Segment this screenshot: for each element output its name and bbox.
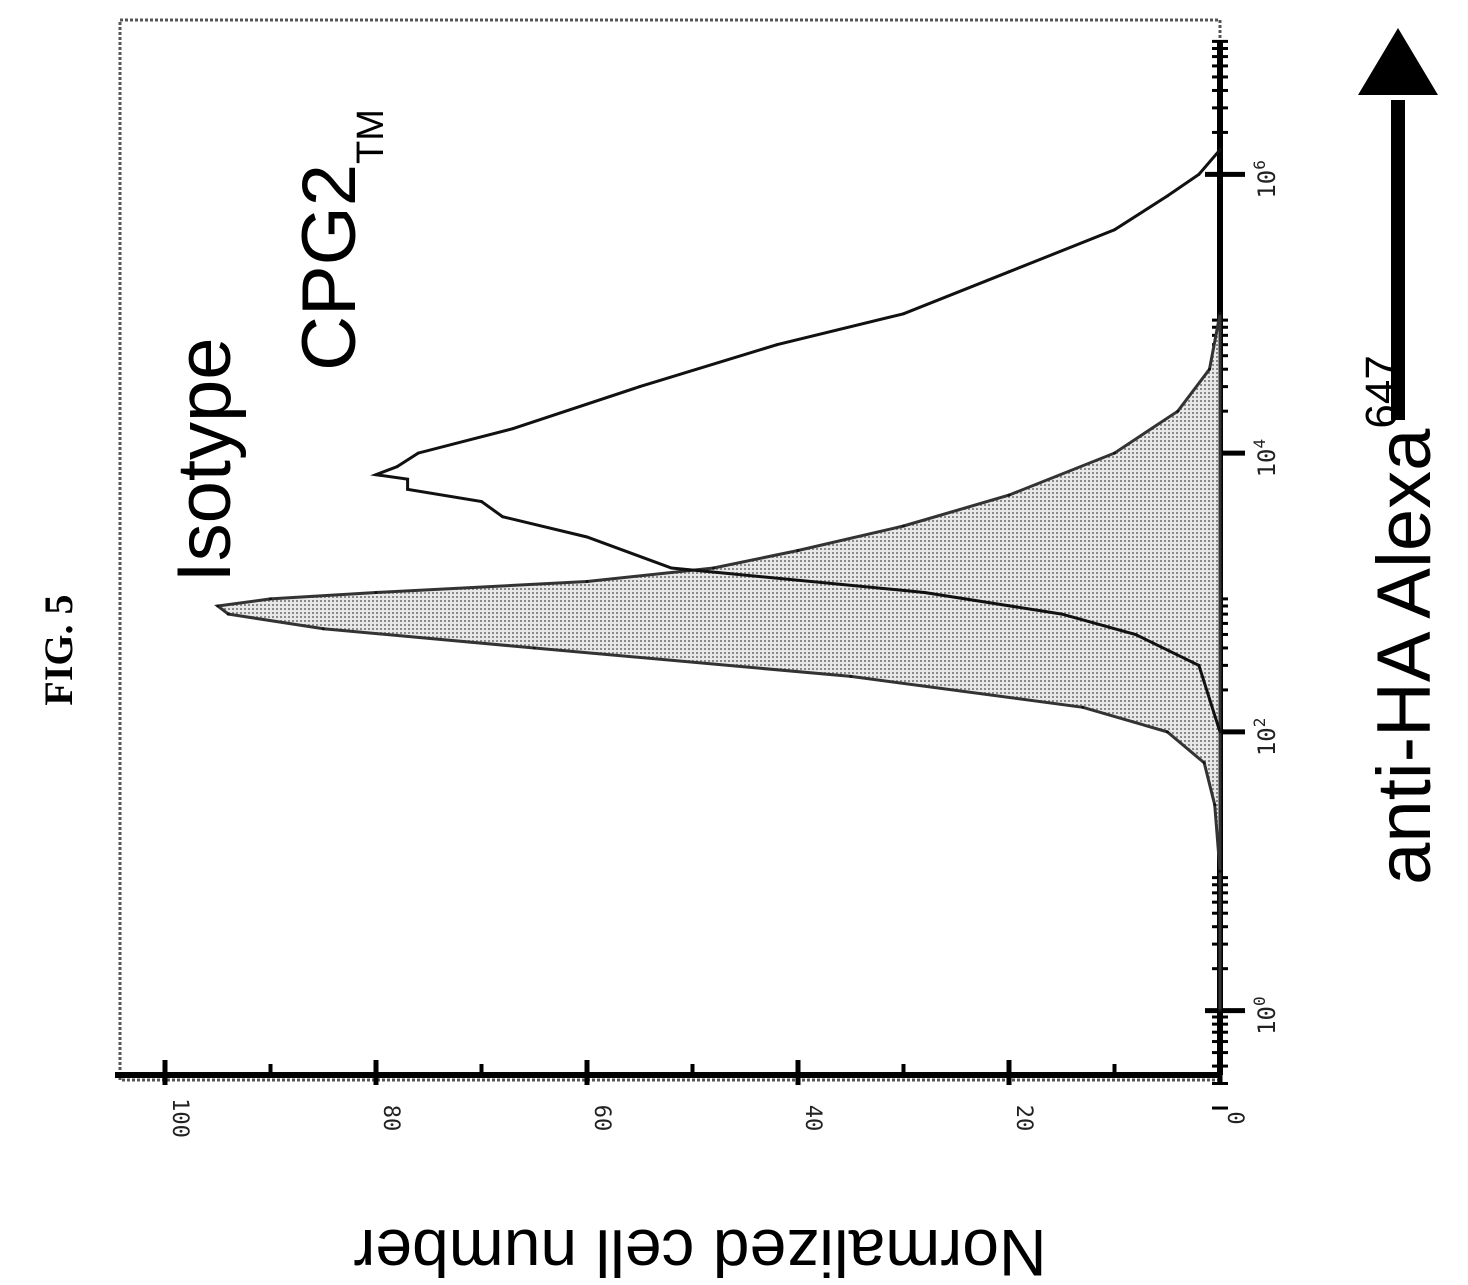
series-cpg2-point (480, 500, 483, 503)
series-cpg2-point (374, 473, 378, 477)
series-cpg2-point (775, 343, 779, 347)
series-cpg2-point (902, 312, 905, 316)
y-tick-label: 100 (167, 1098, 192, 1138)
series-cpg2-point (669, 566, 673, 570)
y-tick-label: 20 (1011, 1105, 1036, 1132)
series-isotype-point (226, 612, 230, 616)
series-cpg2-point (1197, 663, 1201, 667)
series-label-cpg2-main: CPG2 (287, 164, 372, 371)
series-cpg2-point (1218, 148, 1222, 152)
series-cpg2-point (406, 487, 410, 491)
series-cpg2-point (416, 451, 420, 455)
series-isotype-point (1213, 803, 1217, 807)
series-cpg2-point (1060, 612, 1064, 616)
series-isotype-point (1007, 493, 1011, 497)
y-axis-title: Normalized cell number (353, 1216, 1046, 1285)
series-cpg2-point (638, 385, 642, 389)
y-tick-label: 80 (378, 1105, 403, 1132)
figure-label: FIG. 5 (36, 594, 81, 705)
series-isotype-area (214, 313, 1222, 1011)
series-isotype-point (1218, 1009, 1222, 1013)
series-isotype-point (374, 591, 378, 594)
series-cpg2-point (1134, 633, 1138, 636)
y-tick-label: 60 (589, 1105, 614, 1132)
series-isotype-point (1208, 367, 1211, 371)
svg-text:anti-HA Alexa647: anti-HA Alexa647 (1357, 355, 1447, 885)
series-isotype-point (902, 524, 905, 528)
series-cpg2-point (1113, 228, 1116, 232)
series-cpg2-point (1007, 270, 1011, 274)
series-isotype-point (1113, 451, 1116, 455)
series-isotype-point (1218, 312, 1222, 316)
series-label-cpg2-subscript: TM (350, 109, 392, 164)
series-label-cpg2: CPG2TM (287, 109, 392, 371)
x-tick-label: 106 (1250, 160, 1281, 199)
series-isotype-point (712, 566, 716, 570)
x-axis-title-main: anti-HA Alexa (1362, 428, 1447, 885)
series-isotype-point (1176, 409, 1180, 413)
series-cpg2-point (1165, 194, 1169, 198)
ticks-layer: 0 20 40 60 80 100 100 102 104 106 (162, 39, 1281, 1138)
series-cpg2-point (585, 535, 589, 539)
series-cpg2-point (406, 477, 410, 481)
series-isotype-point (1165, 730, 1169, 734)
series-cpg2-point (923, 591, 927, 594)
series-isotype-point (321, 627, 325, 631)
series-label-isotype: Isotype (162, 337, 247, 582)
series-cpg2-point (395, 465, 399, 469)
series-isotype-point (1081, 705, 1085, 709)
x-tick-label: 102 (1250, 718, 1281, 757)
series-isotype-point (216, 604, 220, 608)
series-isotype-point (796, 549, 800, 552)
svg-text:CPG2TM: CPG2TM (287, 109, 392, 371)
series-layer (214, 148, 1222, 1013)
x-tick-label: 104 (1250, 439, 1281, 478)
series-cpg2-point (1218, 730, 1222, 734)
series-isotype-point (1202, 761, 1206, 765)
series-cpg2-point (511, 427, 515, 431)
y-tick-label: 40 (800, 1105, 825, 1132)
series-isotype-point (1218, 869, 1222, 873)
series-isotype-point (585, 580, 589, 583)
series-isotype-point (269, 597, 272, 601)
y-tick-label: 0 (1222, 1111, 1247, 1124)
series-isotype-point (532, 646, 536, 650)
series-isotype-point (849, 674, 853, 678)
series-cpg2-point (1197, 172, 1201, 176)
axis-direction-arrow (1358, 28, 1438, 420)
series-cpg2-point (501, 515, 505, 519)
x-tick-label: 100 (1250, 996, 1281, 1035)
x-axis-title: anti-HA Alexa647 (1357, 355, 1447, 885)
